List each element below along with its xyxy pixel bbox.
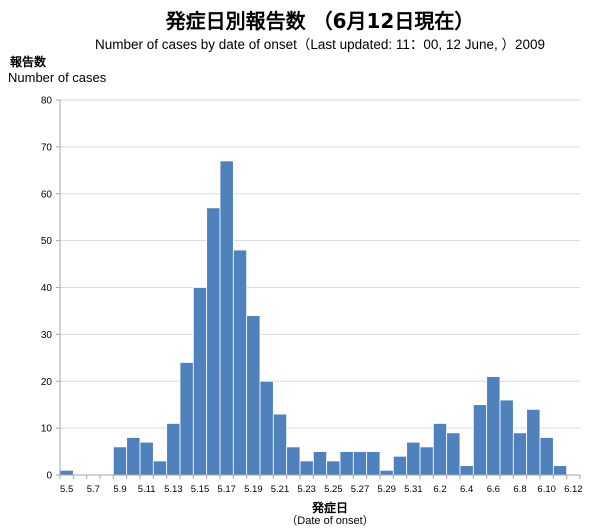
y-tick-label: 60 bbox=[41, 189, 53, 200]
x-tick-label: 5.9 bbox=[113, 484, 126, 495]
x-tick-label: 5.31 bbox=[404, 484, 423, 495]
y-axis-tick-labels: 0 10 20 30 40 50 60 70 80 bbox=[41, 96, 53, 482]
bar bbox=[286, 446, 301, 476]
bar bbox=[459, 465, 474, 476]
x-tick-label: 5.13 bbox=[164, 484, 183, 495]
x-tick-label: 5.21 bbox=[271, 484, 290, 495]
bar bbox=[312, 451, 328, 476]
x-tick-label: 5.29 bbox=[377, 484, 396, 495]
bar bbox=[339, 451, 354, 476]
gridlines bbox=[60, 99, 580, 429]
x-tick-label: 5.7 bbox=[87, 484, 100, 495]
x-tick-label: 5.27 bbox=[351, 484, 370, 495]
bar bbox=[166, 423, 181, 476]
bars bbox=[59, 160, 568, 476]
bar bbox=[272, 413, 288, 476]
bar bbox=[179, 362, 194, 476]
bar bbox=[326, 460, 341, 476]
bar bbox=[486, 376, 501, 476]
y-axis-label-en: Number of cases bbox=[8, 70, 107, 85]
x-tick-label: 6.8 bbox=[513, 484, 526, 495]
x-tick-label: 5.25 bbox=[324, 484, 343, 495]
chart-title: 発症日別報告数 （6月12日現在） bbox=[165, 9, 475, 33]
bar bbox=[446, 432, 461, 476]
x-axis-label-en: （Date of onset） bbox=[286, 515, 374, 527]
bar bbox=[259, 380, 274, 476]
bar bbox=[352, 451, 368, 476]
y-tick-label: 0 bbox=[46, 471, 52, 482]
bar bbox=[192, 287, 208, 476]
bar bbox=[299, 460, 314, 476]
y-tick-label: 40 bbox=[41, 283, 53, 294]
y-tick-label: 80 bbox=[41, 96, 53, 107]
bar bbox=[152, 460, 168, 476]
bar bbox=[379, 469, 394, 476]
x-tick-label: 6.12 bbox=[564, 484, 583, 495]
y-tick-label: 30 bbox=[41, 330, 53, 341]
bar bbox=[392, 455, 408, 476]
bar bbox=[232, 249, 248, 476]
bar bbox=[219, 160, 234, 476]
bar bbox=[406, 441, 421, 476]
bar bbox=[512, 432, 528, 476]
x-tick-label: 6.2 bbox=[433, 484, 446, 495]
y-tick-label: 70 bbox=[41, 142, 53, 153]
bar bbox=[432, 423, 448, 476]
bar bbox=[552, 465, 568, 476]
x-tick-label: 6.6 bbox=[487, 484, 500, 495]
y-tick-label: 50 bbox=[41, 236, 53, 247]
y-tick-label: 20 bbox=[41, 377, 53, 388]
bar bbox=[499, 399, 514, 476]
bar bbox=[112, 446, 128, 476]
x-axis-tick-labels: 5.5 5.7 5.9 5.11 5.13 5.15 5.17 5.19 5.21 5.23 5.2… bbox=[60, 484, 583, 495]
y-tick-label: 10 bbox=[41, 424, 53, 435]
x-tick-label: 5.19 bbox=[244, 484, 263, 495]
bar bbox=[246, 315, 261, 476]
x-tick-label: 6.10 bbox=[537, 484, 556, 495]
bar bbox=[526, 408, 541, 476]
bar bbox=[139, 441, 154, 476]
x-axis-label-ja: 発症日 bbox=[311, 501, 348, 515]
bar bbox=[59, 469, 74, 476]
bar bbox=[206, 207, 221, 476]
bar bbox=[366, 451, 381, 476]
x-tick-label: 5.5 bbox=[60, 484, 73, 495]
bar bbox=[472, 404, 488, 476]
chart-subtitle: Number of cases by date of onset（Last up… bbox=[94, 37, 546, 52]
bar bbox=[539, 437, 554, 476]
x-tick-label: 5.15 bbox=[191, 484, 210, 495]
bar bbox=[126, 437, 141, 476]
x-tick-label: 5.11 bbox=[138, 484, 156, 495]
axes bbox=[56, 99, 581, 479]
y-axis-label-ja: 報告数 bbox=[10, 55, 47, 69]
bar bbox=[419, 446, 434, 476]
x-tick-label: 5.23 bbox=[297, 484, 316, 495]
x-tick-label: 5.17 bbox=[217, 484, 236, 495]
x-tick-label: 6.4 bbox=[460, 484, 473, 495]
